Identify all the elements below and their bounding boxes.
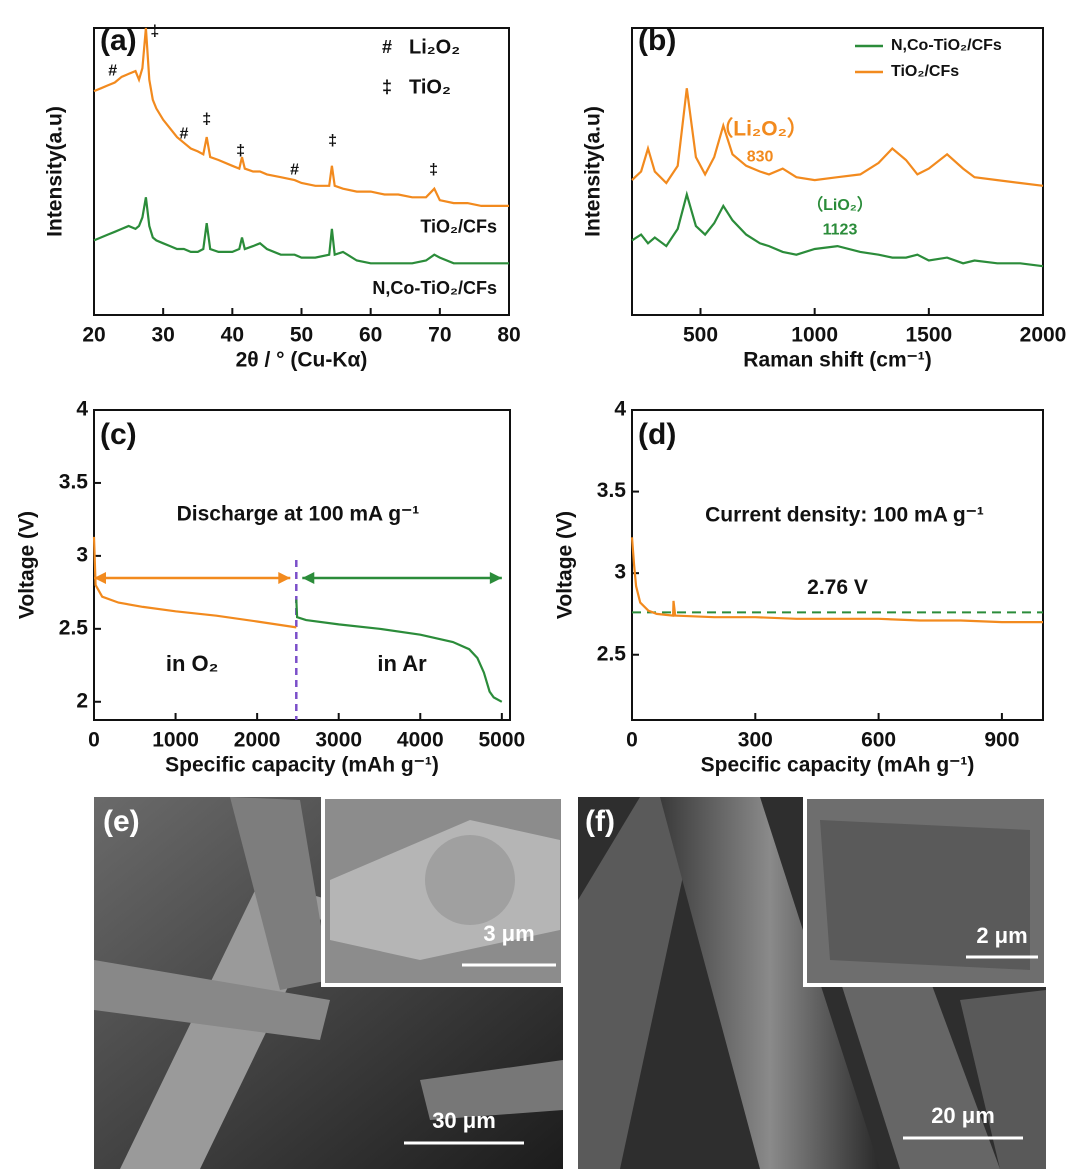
x-tick-label: 70 (428, 324, 451, 347)
y-axis-title: Voltage (V) (16, 511, 39, 619)
x-tick-label: 20 (82, 324, 105, 347)
figure: (e) 3 μm 30 μm (f) 2 μm 20 μm (a)2030405… (0, 0, 1074, 1169)
data-line (632, 88, 1043, 186)
x-tick-label: 1000 (791, 324, 838, 347)
series-label: TiO₂/CFs (420, 217, 497, 237)
y-axis-title: Voltage (V) (554, 511, 577, 619)
x-tick-label: 300 (738, 729, 773, 752)
inset-scale-bar-label: 2 μm (976, 923, 1027, 948)
reference-label: 2.76 V (807, 576, 868, 599)
x-tick-label: 30 (151, 324, 174, 347)
y-axis-title: Intensity(a.u) (582, 106, 605, 237)
annotation: ‡ (150, 23, 159, 40)
x-tick-label: 2000 (1020, 324, 1067, 347)
annotation: # (290, 161, 299, 178)
plot-frame (94, 28, 509, 315)
y-tick-label: 2.5 (59, 616, 89, 639)
y-tick-label: 4 (76, 398, 88, 421)
key-symbol: # (382, 37, 392, 57)
x-tick-label: 1000 (152, 729, 199, 752)
panel-label: (c) (100, 418, 137, 451)
y-tick-label: 3.5 (597, 479, 627, 502)
plot-frame (632, 410, 1043, 720)
annotation: 830 (747, 148, 774, 165)
key-label: Li₂O₂ (409, 36, 460, 58)
series-label: in O₂ (166, 651, 219, 676)
scale-bar-label: 30 μm (432, 1108, 496, 1133)
x-tick-label: 80 (497, 324, 520, 347)
annotation: ‡ (236, 143, 245, 160)
annotation: （LiO₂） (807, 196, 873, 214)
y-tick-label: 3 (76, 543, 88, 566)
data-line (94, 537, 296, 628)
annotation: （Li₂O₂） (712, 116, 808, 140)
y-axis-title: Intensity(a.u) (44, 106, 67, 237)
legend-label: N,Co-TiO₂/CFs (891, 37, 1002, 54)
x-tick-label: 0 (88, 729, 100, 752)
annotation: # (108, 62, 117, 79)
x-tick-label: 40 (221, 324, 244, 347)
annotation: Current density: 100 mA g⁻¹ (705, 504, 984, 527)
x-tick-label: 4000 (397, 729, 444, 752)
key-label: TiO₂ (409, 76, 451, 98)
panel-label: (a) (100, 24, 137, 57)
y-tick-label: 3.5 (59, 470, 89, 493)
series-label: N,Co-TiO₂/CFs (372, 278, 497, 298)
y-tick-label: 2 (76, 689, 88, 712)
annotation: 1123 (823, 221, 858, 238)
inset-scale-bar-label: 3 μm (483, 921, 534, 946)
y-tick-label: 2.5 (597, 642, 627, 665)
x-tick-label: 1500 (905, 324, 952, 347)
x-tick-label: 60 (359, 324, 382, 347)
x-axis-title: Specific capacity (mAh g⁻¹) (165, 754, 439, 777)
plot-frame (632, 28, 1043, 315)
x-tick-label: 5000 (478, 729, 525, 752)
annotation: ‡ (429, 161, 438, 178)
x-axis-title: 2θ / ° (Cu-Kα) (236, 349, 368, 372)
x-tick-label: 2000 (234, 729, 281, 752)
x-tick-label: 600 (861, 729, 896, 752)
y-tick-label: 4 (614, 398, 626, 421)
annotation: # (179, 125, 188, 142)
x-axis-title: Specific capacity (mAh g⁻¹) (701, 754, 975, 777)
plot-frame (94, 410, 510, 720)
annotation: Discharge at 100 mA g⁻¹ (177, 503, 420, 526)
legend-label: TiO₂/CFs (891, 63, 959, 80)
x-tick-label: 3000 (315, 729, 362, 752)
x-tick-label: 50 (290, 324, 313, 347)
y-tick-label: 3 (614, 561, 626, 584)
x-tick-label: 900 (984, 729, 1019, 752)
annotation: ‡ (328, 132, 337, 149)
panel-label: (d) (638, 418, 676, 451)
panel-label: (b) (638, 24, 676, 57)
x-tick-label: 0 (626, 729, 638, 752)
key-symbol: ‡ (382, 77, 392, 97)
image-label: (e) (103, 805, 140, 838)
annotation: ‡ (202, 111, 211, 128)
x-tick-label: 500 (683, 324, 718, 347)
x-axis-title: Raman shift (cm⁻¹) (743, 349, 931, 372)
scale-bar-label: 20 μm (931, 1103, 995, 1128)
image-label: (f) (585, 805, 615, 838)
series-label: in Ar (377, 651, 427, 676)
